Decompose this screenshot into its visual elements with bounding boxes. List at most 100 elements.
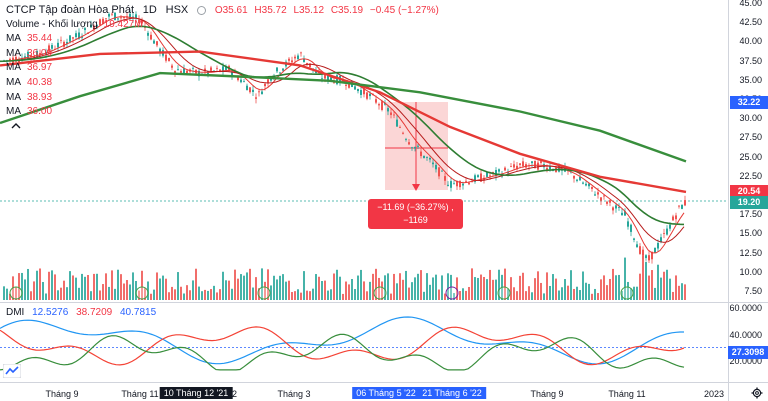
volume-bar — [234, 269, 236, 300]
candle-body — [57, 42, 59, 48]
candle-body — [429, 158, 431, 160]
volume-bar — [516, 291, 518, 300]
volume-bar — [525, 291, 527, 300]
candle-body — [624, 211, 626, 216]
legend-row-ma[interactable]: MA 36.00 — [6, 105, 439, 120]
tradingview-logo-icon[interactable] — [3, 364, 21, 378]
symbol-header[interactable]: CTCP Tập đoàn Hòa Phát 1D HSX O35.61 H35… — [6, 3, 439, 18]
candle-body — [390, 112, 392, 115]
candle-body — [603, 195, 605, 197]
candle-body — [81, 36, 83, 38]
volume-bar — [54, 274, 56, 300]
volume-bar — [360, 269, 362, 300]
candle-body — [642, 249, 644, 256]
legend-row-ma[interactable]: MA 36.09 — [6, 47, 439, 62]
candle-body — [354, 86, 356, 90]
candle-body — [477, 175, 479, 178]
dmi-legend[interactable]: DMI 12.5276 38.7209 40.7815 — [6, 307, 161, 318]
legend-collapse[interactable] — [6, 120, 439, 135]
candle-body — [447, 184, 449, 186]
legend-value: 40.38 — [27, 76, 53, 88]
candle-body — [393, 114, 395, 116]
volume-bar — [3, 286, 5, 300]
volume-bars — [3, 255, 686, 300]
ohlc-high: H35.72 — [254, 5, 287, 16]
volume-bar — [48, 271, 50, 300]
candle-body — [51, 45, 53, 49]
candle-body — [18, 60, 20, 63]
volume-bar — [171, 286, 173, 300]
volume-bar — [201, 291, 203, 300]
legend-row-ma[interactable]: MA 36.97 — [6, 61, 439, 76]
candle-body — [258, 91, 260, 93]
legend-row-volume[interactable]: Volume - Khối lượng 19.427M — [6, 18, 439, 33]
volume-bar — [378, 277, 380, 300]
price-pane[interactable] — [0, 0, 728, 302]
candle-body — [78, 32, 80, 39]
volume-bar — [495, 279, 497, 300]
legend-row-ma[interactable]: MA 35.44 — [6, 32, 439, 47]
volume-bar — [660, 277, 662, 300]
volume-bar — [246, 272, 248, 300]
volume-bar — [381, 281, 383, 300]
legend-label: MA — [6, 106, 21, 118]
volume-bar — [342, 293, 344, 300]
volume-bar — [42, 281, 44, 300]
candle-body — [24, 56, 26, 58]
candle-body — [303, 58, 305, 63]
candle-body — [591, 186, 593, 189]
candle-body — [159, 48, 161, 53]
candle-body — [267, 79, 269, 84]
volume-bar — [165, 278, 167, 300]
volume-bar — [552, 274, 554, 300]
candle-body — [414, 146, 416, 149]
settings-gear-icon[interactable] — [751, 387, 763, 399]
dmi-pane[interactable] — [0, 302, 728, 382]
candle-body — [33, 56, 35, 58]
candlesticks[interactable] — [3, 9, 686, 264]
candle-body — [153, 40, 155, 44]
dmi-value-3: 40.7815 — [120, 307, 157, 318]
volume-bar — [519, 275, 521, 300]
interval-label[interactable]: 1D — [142, 4, 157, 16]
volume-bar — [213, 285, 215, 300]
volume-bar — [483, 276, 485, 300]
price-tick-label: 22.50 — [739, 170, 762, 181]
volume-bar — [345, 281, 347, 300]
volume-bar — [225, 280, 227, 300]
candle-body — [156, 41, 158, 46]
volume-bar — [141, 270, 143, 300]
volume-bar — [75, 277, 77, 300]
candle-body — [240, 79, 242, 83]
volume-bar — [633, 286, 635, 300]
volume-bar — [654, 287, 656, 300]
volume-badge-icon — [373, 286, 387, 300]
legend-row-ma[interactable]: MA 40.38 — [6, 76, 439, 91]
candle-body — [72, 37, 74, 39]
candle-body — [135, 14, 137, 19]
candle-body — [627, 221, 629, 227]
price-tick-label: 7.50 — [744, 286, 762, 296]
candle-body — [294, 56, 296, 59]
candle-body — [9, 58, 11, 61]
chevron-up-icon[interactable] — [10, 121, 22, 131]
price-tick-label: 45.00 — [739, 0, 762, 8]
symbol-title[interactable]: CTCP Tập đoàn Hòa Phát — [6, 4, 135, 16]
candle-body — [489, 175, 491, 177]
legend-label: MA — [6, 33, 21, 45]
legend-row-ma[interactable]: MA 38.93 — [6, 91, 439, 106]
volume-bar — [243, 275, 245, 300]
volume-bar — [582, 271, 584, 300]
volume-bar — [423, 291, 425, 300]
volume-bar — [648, 275, 650, 300]
volume-bar — [153, 289, 155, 300]
candle-body — [237, 77, 239, 81]
candle-body — [513, 164, 515, 168]
candle-body — [129, 13, 131, 19]
volume-bar — [639, 273, 641, 300]
candle-body — [48, 45, 50, 52]
volume-bar — [240, 274, 242, 300]
price-tag: 32.22 — [730, 95, 768, 109]
